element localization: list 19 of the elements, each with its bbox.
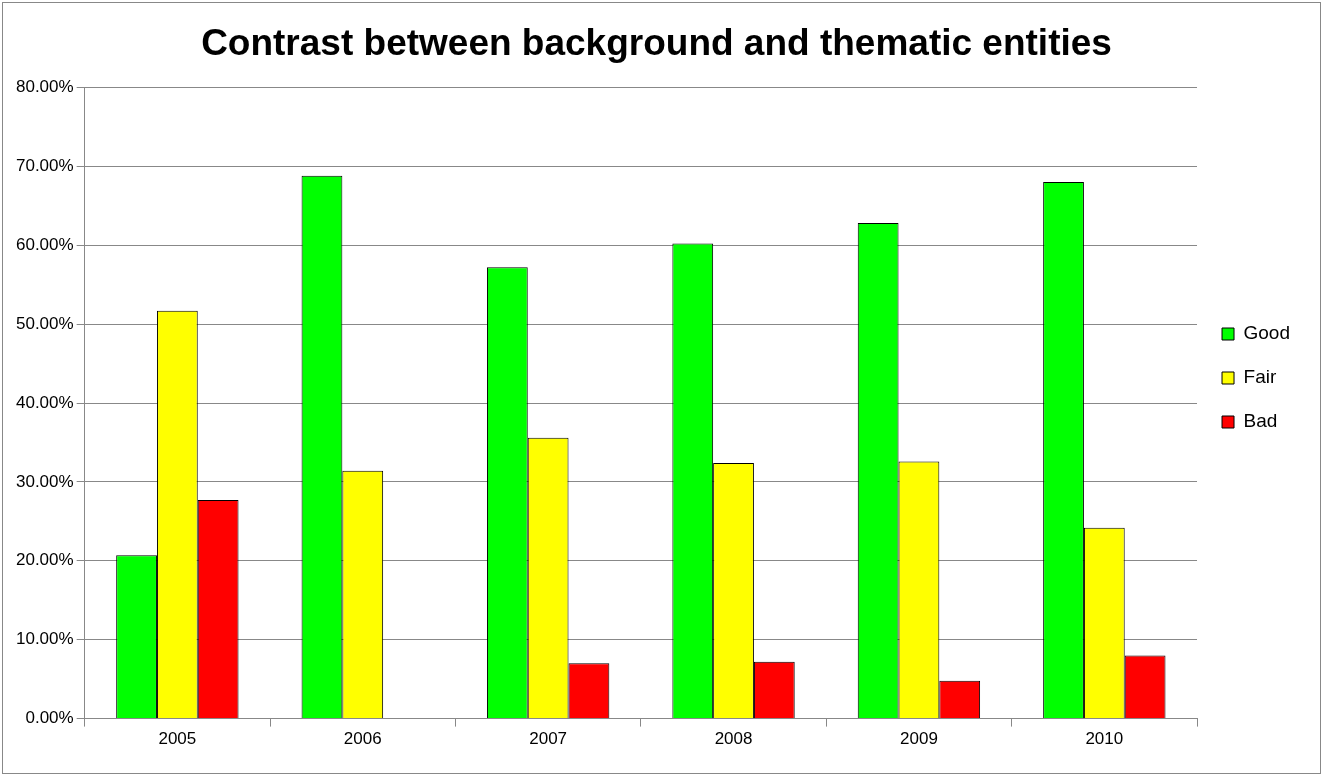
y-tick-label: 70.00% — [15, 155, 74, 175]
y-tick-label: 10.00% — [15, 629, 74, 649]
legend-label: Good — [1243, 322, 1290, 344]
y-tick-label: 80.00% — [15, 77, 74, 97]
x-tick-label: 2008 — [714, 729, 753, 749]
y-tick-label: 0.00% — [25, 708, 74, 728]
y-tick-label: 20.00% — [15, 550, 74, 570]
y-tick-label: 40.00% — [15, 392, 74, 412]
y-tick-label: 30.00% — [15, 471, 74, 491]
x-tick-label: 2007 — [529, 729, 568, 749]
y-tick-label: 50.00% — [15, 313, 74, 333]
x-tick-label: 2009 — [900, 729, 938, 749]
chart-title: Contrast between background and thematic entities — [201, 22, 1112, 64]
x-tick-label: 2010 — [1085, 729, 1124, 749]
x-tick-label: 2005 — [158, 729, 197, 749]
legend-label: Fair — [1243, 366, 1277, 388]
legend-label: Bad — [1243, 410, 1278, 432]
y-tick-label: 60.00% — [15, 234, 74, 254]
x-tick-label: 2006 — [343, 729, 382, 749]
